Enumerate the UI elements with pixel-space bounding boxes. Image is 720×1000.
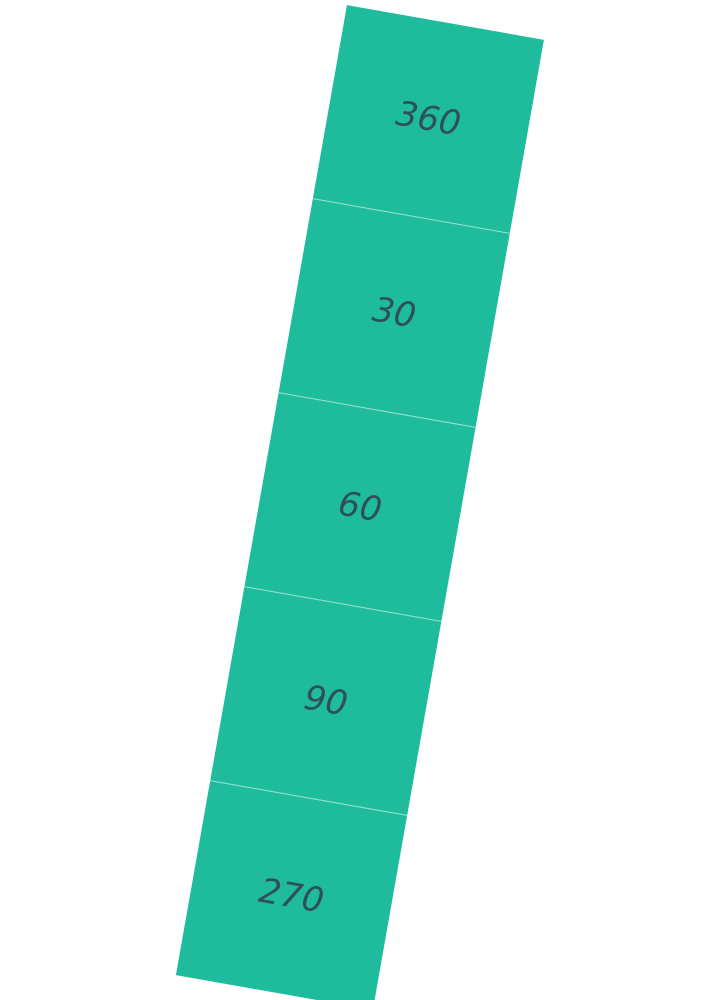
tile: 30: [278, 199, 510, 428]
tile-label: 360: [392, 93, 464, 145]
tile: 360: [312, 5, 544, 234]
tile: 90: [210, 587, 442, 816]
tile: 270: [175, 781, 408, 1000]
tile-label: 60: [335, 483, 385, 531]
tile-label: 90: [301, 677, 351, 725]
rotated-tile-strip: 360 30 60 90 270: [175, 5, 544, 1000]
tile-label: 30: [369, 289, 419, 337]
tile: 60: [244, 393, 476, 622]
tile-label: 270: [256, 870, 327, 921]
